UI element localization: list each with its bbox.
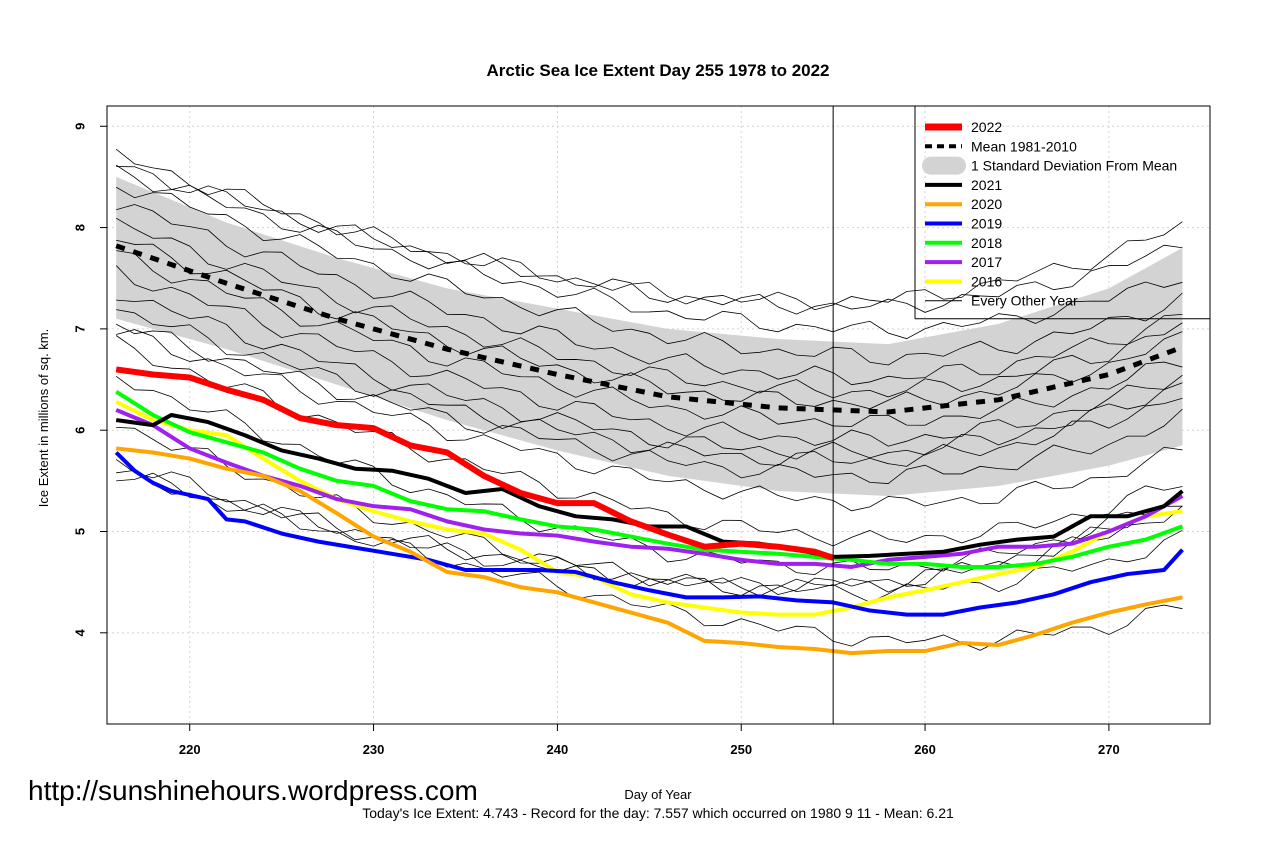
thin-year-line xyxy=(115,164,1183,340)
thin-year-line xyxy=(116,250,1183,427)
legend-swatch xyxy=(922,156,966,175)
plot-frame xyxy=(106,105,1211,725)
thin-year-line xyxy=(116,329,1183,512)
series-line-2016 xyxy=(115,400,1183,617)
x-tick-label: 230 xyxy=(363,742,385,757)
legend-entry: Every Other Year xyxy=(925,293,1078,309)
legend-entry: 2017 xyxy=(925,254,1002,270)
thin-year-line xyxy=(115,148,1183,311)
thin-year-line xyxy=(115,186,1183,366)
thin-year-line xyxy=(116,239,1183,410)
mean-dashed-line xyxy=(115,243,1184,415)
x-tick-label: 260 xyxy=(914,742,936,757)
thin-year-line xyxy=(116,166,1183,315)
series-line-2017 xyxy=(115,408,1184,569)
legend-label: 2016 xyxy=(971,273,1002,289)
x-axis: 220 230 240 250 260 270 xyxy=(179,724,1120,757)
thin-year-line xyxy=(116,469,1183,651)
thin-year-line xyxy=(116,299,1183,460)
x-tick-label: 250 xyxy=(730,742,752,757)
legend-label: 2020 xyxy=(971,196,1002,212)
legend-entry: 2018 xyxy=(925,235,1002,251)
y-tick-label: 5 xyxy=(72,528,87,535)
every-other-year-lines xyxy=(115,148,1183,651)
legend-label: 2019 xyxy=(971,216,1002,232)
legend-entry: 2022 xyxy=(925,119,1002,135)
y-axis: 4 5 6 7 8 9 xyxy=(72,123,107,636)
summary-text: Today's Ice Extent: 4.743 - Record for t… xyxy=(362,805,954,821)
legend-entry: 2016 xyxy=(925,273,1002,289)
y-axis-label: Ice Extent in millions of sq. km. xyxy=(36,329,51,507)
day-marker-lines xyxy=(832,106,1210,724)
thin-year-line xyxy=(116,426,1183,596)
legend-entry: 2020 xyxy=(925,196,1002,212)
legend-label: 2022 xyxy=(971,119,1002,135)
thin-year-line xyxy=(115,265,1183,447)
series-lines xyxy=(114,366,1184,656)
x-tick-label: 270 xyxy=(1098,742,1120,757)
y-tick-label: 8 xyxy=(72,224,87,231)
legend: 2022 Mean 1981-2010 1 Standard Deviation F… xyxy=(922,119,1177,309)
thin-year-line xyxy=(115,217,1183,399)
mean-line xyxy=(115,243,1184,415)
y-tick-label: 7 xyxy=(72,325,87,332)
legend-label: 2021 xyxy=(971,177,1002,193)
thin-year-line xyxy=(116,323,1183,484)
legend-entry: 2019 xyxy=(925,216,1002,232)
y-tick-label: 6 xyxy=(72,427,87,434)
legend-entry: 1 Standard Deviation From Mean xyxy=(922,156,1177,175)
series-line-2018 xyxy=(115,390,1184,569)
x-tick-label: 220 xyxy=(179,742,201,757)
std-band-area xyxy=(116,176,1183,497)
chart-title: Arctic Sea Ice Extent Day 255 1978 to 20… xyxy=(486,61,829,80)
legend-entry: Mean 1981-2010 xyxy=(925,138,1077,154)
legend-label: 2017 xyxy=(971,254,1002,270)
series-line-2022 xyxy=(115,366,835,561)
x-axis-label: Day of Year xyxy=(624,787,692,802)
legend-label: 2018 xyxy=(971,235,1002,251)
x-tick-label: 240 xyxy=(547,742,569,757)
thin-year-line xyxy=(116,204,1183,386)
watermark-text: http://sunshinehours.wordpress.com xyxy=(28,775,478,806)
legend-entry: 2021 xyxy=(925,177,1002,193)
legend-label: Mean 1981-2010 xyxy=(971,138,1077,154)
std-deviation-band xyxy=(116,176,1183,497)
legend-label: 1 Standard Deviation From Mean xyxy=(971,158,1177,174)
y-tick-label: 9 xyxy=(72,123,87,130)
series-line-2020 xyxy=(115,446,1183,656)
legend-label: Every Other Year xyxy=(971,293,1078,309)
y-tick-label: 4 xyxy=(72,628,87,636)
series-line-2019 xyxy=(114,451,1184,617)
thin-year-line xyxy=(116,472,1183,603)
